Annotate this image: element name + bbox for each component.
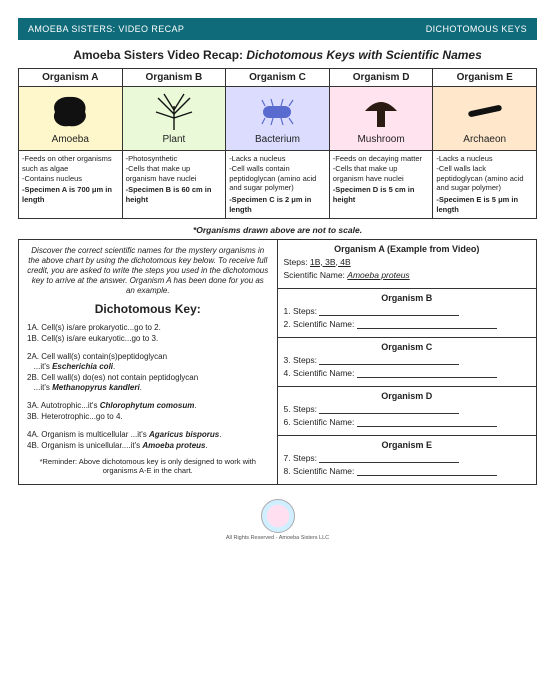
orgC-title: Organism C bbox=[284, 342, 531, 352]
traits-a: -Feeds on other organisms such as algae-… bbox=[19, 151, 123, 219]
example-sciname: Scientific Name: Amoeba proteus bbox=[284, 270, 531, 280]
lower-section: Discover the correct scientific names fo… bbox=[18, 239, 537, 485]
orgD-cell: Organism D 5. Steps: 6. Scientific Name: bbox=[278, 387, 537, 436]
orgB-steps-label: 1. Steps: bbox=[284, 306, 318, 316]
cell-img-b: Plant bbox=[122, 87, 226, 151]
col-head-a: Organism A bbox=[19, 69, 123, 87]
orgB-steps-input[interactable] bbox=[319, 306, 459, 316]
key-reminder: *Reminder: Above dichotomous key is only… bbox=[27, 457, 269, 476]
bacterium-icon bbox=[253, 96, 301, 128]
scale-note: *Organisms drawn above are not to scale. bbox=[18, 225, 537, 235]
col-head-c: Organism C bbox=[226, 69, 330, 87]
name-c: Bacterium bbox=[229, 134, 326, 145]
orgD-steps-input[interactable] bbox=[319, 404, 459, 414]
col-head-e: Organism E bbox=[433, 69, 537, 87]
name-d: Mushroom bbox=[333, 134, 430, 145]
traits-c: -Lacks a nucleus-Cell walls contain pept… bbox=[226, 151, 330, 219]
example-cell: Organism A (Example from Video) Steps: 1… bbox=[278, 240, 537, 289]
orgC-cell: Organism C 3. Steps: 4. Scientific Name: bbox=[278, 338, 537, 387]
traits-b: -Photosynthetic-Cells that make up organ… bbox=[122, 151, 226, 219]
orgC-sci-label: 4. Scientific Name: bbox=[284, 368, 355, 378]
orgD-title: Organism D bbox=[284, 391, 531, 401]
name-e: Archaeon bbox=[436, 134, 533, 145]
key-1a: 1A. Cell(s) is/are prokaryotic...go to 2… bbox=[27, 323, 269, 333]
intro-text: Discover the correct scientific names fo… bbox=[27, 246, 269, 296]
cell-img-a: Amoeba bbox=[19, 87, 123, 151]
orgD-sci-label: 6. Scientific Name: bbox=[284, 417, 355, 427]
archaeon-icon bbox=[462, 102, 508, 122]
orgE-steps-input[interactable] bbox=[319, 453, 459, 463]
example-title: Organism A (Example from Video) bbox=[284, 244, 531, 254]
footer: All Rights Reserved - Amoeba Sisters LLC bbox=[18, 499, 537, 541]
key-3b: 3B. Heterotrophic...go to 4. bbox=[27, 412, 269, 422]
key-4b: 4B. Organism is unicellular....it's Amoe… bbox=[27, 441, 269, 451]
key-3a: 3A. Autotrophic...it's Chlorophytum como… bbox=[27, 401, 269, 411]
key-2a: 2A. Cell wall(s) contain(s)peptidoglycan… bbox=[27, 352, 269, 372]
header-bar: AMOEBA SISTERS: VIDEO RECAP DICHOTOMOUS … bbox=[18, 18, 537, 40]
name-b: Plant bbox=[126, 134, 223, 145]
traits-d: -Feeds on decaying matter-Cells that mak… bbox=[329, 151, 433, 219]
orgE-steps-label: 7. Steps: bbox=[284, 453, 318, 463]
header-left: AMOEBA SISTERS: VIDEO RECAP bbox=[28, 24, 184, 34]
orgE-sci-input[interactable] bbox=[357, 466, 497, 476]
orgB-cell: Organism B 1. Steps: 2. Scientific Name: bbox=[278, 289, 537, 338]
orgB-sci-label: 2. Scientific Name: bbox=[284, 319, 355, 329]
header-right: DICHOTOMOUS KEYS bbox=[426, 24, 527, 34]
organism-table: Organism A Organism B Organism C Organis… bbox=[18, 68, 537, 219]
orgE-title: Organism E bbox=[284, 440, 531, 450]
amoeba-icon bbox=[49, 94, 91, 130]
orgD-steps-label: 5. Steps: bbox=[284, 404, 318, 414]
traits-e: -Lacks a nucleus-Cell walls lack peptido… bbox=[433, 151, 537, 219]
footer-text: All Rights Reserved - Amoeba Sisters LLC bbox=[18, 535, 537, 541]
plant-icon bbox=[152, 92, 196, 132]
orgC-sci-input[interactable] bbox=[357, 368, 497, 378]
orgB-title: Organism B bbox=[284, 293, 531, 303]
answers-panel: Organism A (Example from Video) Steps: 1… bbox=[278, 240, 537, 484]
key-heading: Dichotomous Key: bbox=[27, 302, 269, 317]
col-head-b: Organism B bbox=[122, 69, 226, 87]
orgC-steps-input[interactable] bbox=[319, 355, 459, 365]
orgB-sci-input[interactable] bbox=[357, 319, 497, 329]
orgE-sci-label: 8. Scientific Name: bbox=[284, 466, 355, 476]
orgE-cell: Organism E 7. Steps: 8. Scientific Name: bbox=[278, 436, 537, 484]
orgC-steps-label: 3. Steps: bbox=[284, 355, 318, 365]
cell-img-c: Bacterium bbox=[226, 87, 330, 151]
title-italic: Dichotomous Keys with Scientific Names bbox=[246, 48, 481, 62]
orgD-sci-input[interactable] bbox=[357, 417, 497, 427]
logo-icon bbox=[261, 499, 295, 533]
dichotomous-key-panel: Discover the correct scientific names fo… bbox=[19, 240, 278, 484]
page-title: Amoeba Sisters Video Recap: Dichotomous … bbox=[18, 40, 537, 68]
key-2b: 2B. Cell wall(s) do(es) not contain pept… bbox=[27, 373, 269, 393]
cell-img-e: Archaeon bbox=[433, 87, 537, 151]
name-a: Amoeba bbox=[22, 134, 119, 145]
key-1b: 1B. Cell(s) is/are eukaryotic...go to 3. bbox=[27, 334, 269, 344]
mushroom-icon bbox=[359, 93, 403, 131]
title-lead: Amoeba Sisters Video Recap: bbox=[73, 48, 246, 62]
example-steps: Steps: 1B, 3B, 4B bbox=[284, 257, 531, 267]
cell-img-d: Mushroom bbox=[329, 87, 433, 151]
col-head-d: Organism D bbox=[329, 69, 433, 87]
key-4a: 4A. Organism is multicellular ...it's Ag… bbox=[27, 430, 269, 440]
